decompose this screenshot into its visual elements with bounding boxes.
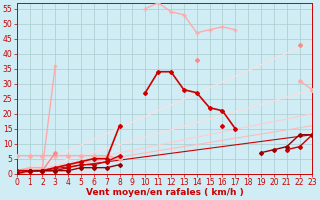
X-axis label: Vent moyen/en rafales ( km/h ): Vent moyen/en rafales ( km/h ) [86, 188, 244, 197]
